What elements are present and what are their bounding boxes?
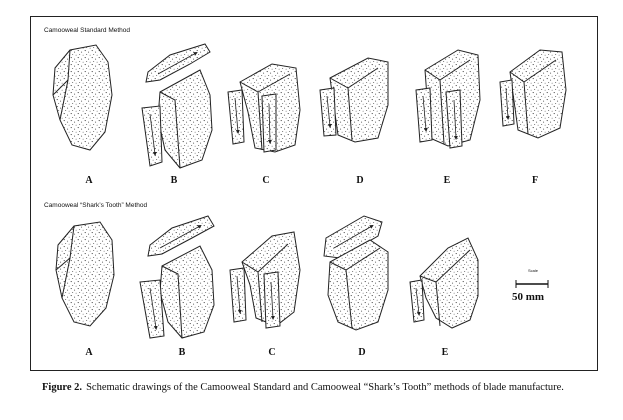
- panel-label-standard-c: C: [262, 175, 270, 186]
- panel-label-sharks-tooth-d: D: [358, 347, 366, 358]
- scale-bar-label: 50 mm: [512, 291, 545, 303]
- panel-label-standard-d: D: [356, 175, 364, 186]
- section-title-standard: Camooweal Standard Method: [44, 27, 130, 34]
- panel-label-standard-f: F: [531, 175, 539, 186]
- standard-core-c: [227, 63, 301, 153]
- scale-bar-small-label: Scale: [527, 268, 538, 273]
- scale-bar: [515, 280, 549, 288]
- standard-core-b: [141, 43, 213, 169]
- panel-label-standard-a: A: [85, 175, 93, 186]
- sharks-tooth-core-a: [55, 221, 115, 327]
- section-title-sharks-tooth: Camooweal “Shark’s Tooth” Method: [44, 202, 148, 209]
- standard-core-e: [415, 49, 481, 149]
- sharks-tooth-core-c: [229, 231, 301, 329]
- sharks-tooth-core-d: [323, 215, 389, 331]
- standard-core-a: [52, 44, 113, 151]
- panel-label-sharks-tooth-a: A: [85, 347, 93, 358]
- figure-frame: [30, 16, 598, 371]
- sharks-tooth-core-e: [409, 237, 479, 329]
- panel-label-standard-e: E: [443, 175, 451, 186]
- figure-number: Figure 2.: [42, 382, 83, 393]
- sharks-tooth-core-b: [139, 215, 215, 339]
- standard-core-f: [499, 49, 567, 139]
- figure-caption: Figure 2. Schematic drawings of the Camoo…: [42, 381, 602, 394]
- panel-label-sharks-tooth-c: C: [268, 347, 276, 358]
- panel-label-sharks-tooth-e: E: [441, 347, 449, 358]
- standard-core-d: [319, 57, 389, 143]
- panel-label-sharks-tooth-b: B: [178, 347, 186, 358]
- panel-label-standard-b: B: [170, 175, 178, 186]
- figure-caption-text: Schematic drawings of the Camooweal Stan…: [86, 382, 564, 393]
